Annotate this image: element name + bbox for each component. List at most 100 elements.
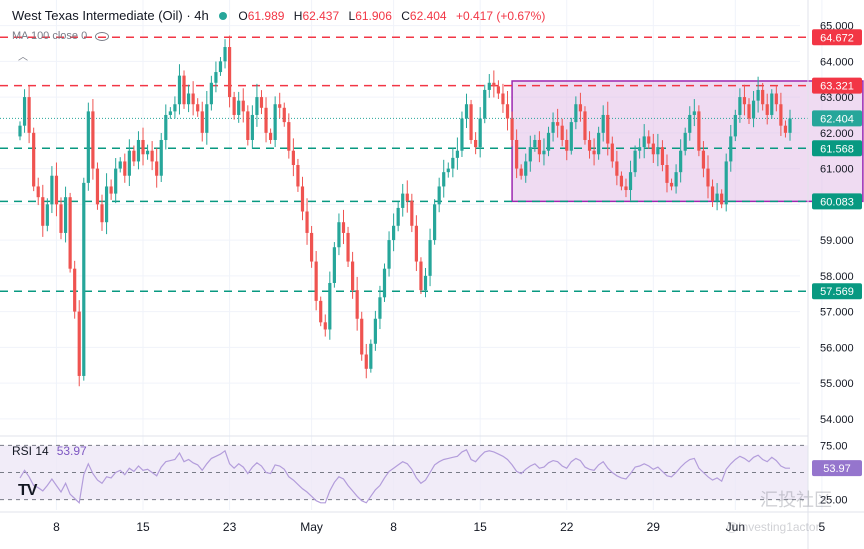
candle-down	[73, 268, 77, 312]
candle-up	[551, 122, 555, 133]
price-tick-label: 54.000	[820, 414, 854, 426]
rsi-pane	[0, 435, 808, 505]
candle-up	[186, 93, 191, 105]
candle-down	[474, 139, 478, 148]
tradingview-logo[interactable]: TV	[18, 482, 37, 499]
candle-up	[118, 161, 122, 169]
ma-indicator-legend[interactable]: MA 100 close 0	[12, 30, 110, 42]
candle-down	[583, 111, 587, 140]
candle-down	[515, 139, 519, 169]
candle-down	[314, 261, 318, 301]
candle-down	[341, 222, 346, 233]
ohlc-readout: O61.989 H62.437 L61.906 C62.404 +0.417 (…	[238, 9, 551, 23]
candle-up	[63, 197, 68, 233]
candle-up	[628, 172, 633, 191]
candle-down	[619, 175, 624, 187]
candle-down	[587, 139, 592, 151]
candle-down	[519, 168, 523, 176]
time-tick-label: 5	[819, 520, 826, 534]
candle-up	[638, 147, 642, 151]
current-price-tag	[812, 110, 862, 127]
candle-down	[414, 225, 418, 262]
rsi-value-tag	[812, 460, 862, 477]
candle-up	[373, 318, 377, 344]
candle-down	[95, 168, 100, 205]
price-tick-label: 58.000	[820, 271, 854, 283]
rsi-label: RSI 14	[12, 444, 49, 458]
rsi-value-label: 53.97	[823, 463, 851, 475]
candle-up	[22, 97, 27, 126]
consolidation-range-box	[511, 80, 864, 203]
candle-up	[401, 193, 405, 208]
candle-down	[710, 186, 715, 201]
rsi-legend[interactable]: RSI 14 53.97	[12, 444, 87, 458]
candle-down	[200, 111, 204, 133]
low-label: L	[348, 9, 356, 23]
candle-up	[337, 222, 341, 248]
candle-up	[770, 93, 774, 115]
candle-up	[218, 61, 223, 73]
candle-down	[592, 150, 596, 155]
symbol-title[interactable]: West Texas Intermediate (Oil) · 4h	[12, 8, 209, 23]
candle-down	[410, 200, 414, 226]
candle-down	[41, 197, 45, 226]
candle-up	[392, 225, 396, 241]
candle-down	[32, 132, 36, 187]
candle-up	[442, 172, 446, 187]
time-tick-label: 22	[560, 520, 574, 534]
price-tick-label: 59.000	[820, 235, 854, 247]
candle-down	[323, 322, 327, 330]
candle-down	[309, 232, 314, 262]
candle-down	[610, 143, 614, 162]
candle-down	[624, 186, 628, 191]
candle-up	[679, 150, 683, 173]
candle-down	[91, 111, 95, 169]
watermark-handle: @Investing1actor	[726, 520, 820, 534]
candle-down	[132, 150, 136, 162]
candle-down	[278, 104, 282, 108]
level-price-label: 60.083	[820, 196, 854, 208]
ma-label: MA 100 close 0	[12, 30, 88, 42]
price-axis: 65.00064.00063.00062.00061.00060.00059.0…	[812, 21, 862, 507]
candle-down	[264, 107, 268, 133]
candle-down	[227, 47, 232, 98]
candle-up	[159, 139, 163, 176]
range-box-layer	[511, 80, 864, 203]
candle-down	[100, 204, 104, 223]
candle-up	[223, 47, 227, 62]
candle-up	[464, 104, 469, 119]
candle-up	[688, 114, 692, 133]
candle-down	[761, 89, 765, 105]
high-value: 62.437	[302, 9, 340, 23]
candle-down	[68, 197, 72, 269]
low-value: 61.906	[355, 9, 392, 23]
candle-up	[528, 147, 532, 162]
candle-up	[114, 168, 118, 194]
eye-hidden-icon[interactable]	[95, 31, 110, 41]
candle-up	[214, 72, 218, 83]
candle-down	[305, 211, 309, 233]
candle-up	[273, 104, 277, 140]
candle-down	[669, 182, 674, 187]
candle-down	[747, 104, 751, 119]
candle-up	[692, 111, 696, 115]
candle-up	[574, 104, 578, 123]
candle-up	[378, 297, 382, 319]
candle-down	[665, 165, 669, 183]
candle-down	[27, 97, 31, 133]
candle-down	[405, 193, 409, 201]
candle-down	[578, 104, 583, 112]
rsi-line	[19, 449, 790, 505]
candle-down	[182, 75, 186, 105]
chevron-up-icon[interactable]: ︿	[18, 52, 28, 63]
candle-down	[123, 161, 127, 176]
candle-down	[282, 107, 286, 123]
candle-up	[542, 150, 546, 155]
watermark-text: 汇投社区	[760, 490, 832, 510]
level-price-label: 64.672	[820, 32, 854, 44]
candle-down	[779, 104, 783, 126]
candle-down	[697, 111, 701, 151]
level-price-label: 61.568	[820, 143, 854, 155]
